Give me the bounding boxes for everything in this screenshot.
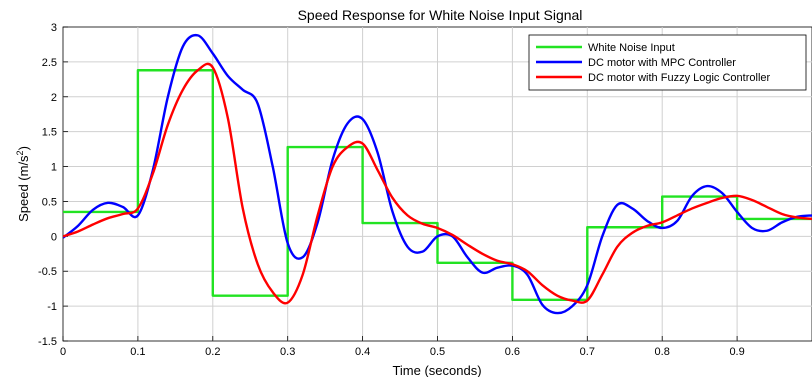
y-axis-label-superscript: 2 [15, 150, 25, 155]
x-tick-label: 0.9 [729, 346, 744, 358]
x-tick-label: 0.7 [580, 346, 595, 358]
x-tick-label: 0.5 [430, 346, 445, 358]
series-line-1 [63, 33, 812, 315]
y-tick-label: -1 [47, 301, 57, 313]
legend-label-1: DC motor with MPC Controller [588, 57, 736, 69]
y-tick-label: 0 [51, 231, 57, 243]
y-ticks: -1.5 -1 -0.5 0 0.5 1 1.5 2 2.5 3 [38, 22, 68, 348]
series-group [63, 33, 812, 315]
x-tick-label: 0.4 [355, 346, 370, 358]
x-tick-label: 0.2 [205, 346, 220, 358]
legend-label-2: DC motor with Fuzzy Logic Controller [588, 72, 771, 84]
x-ticks: 0 0.1 0.2 0.3 0.4 0.5 0.6 0.7 0.8 0.9 [60, 336, 745, 358]
y-tick-label: 2 [51, 92, 57, 104]
y-tick-label: -1.5 [38, 336, 57, 348]
series-line-2 [63, 62, 812, 305]
x-tick-label: 0.8 [655, 346, 670, 358]
x-axis-label: Time (seconds) [392, 363, 481, 377]
y-axis-label-close: ) [16, 146, 31, 150]
y-tick-label: 2.5 [42, 57, 57, 69]
legend-label-0: White Noise Input [588, 42, 675, 54]
y-tick-label: 0.5 [42, 196, 57, 208]
x-tick-label: 0.3 [280, 346, 295, 358]
series-line-0 [63, 69, 812, 302]
y-axis-label: Speed (m/s2) [15, 146, 31, 222]
x-tick-label: 0 [60, 346, 66, 358]
x-tick-label: 0.6 [505, 346, 520, 358]
y-tick-label: 3 [51, 22, 57, 34]
y-tick-label: -0.5 [38, 266, 57, 278]
x-tick-label: 0.1 [130, 346, 145, 358]
chart-title: Speed Response for White Noise Input Sig… [298, 7, 583, 23]
legend: White Noise Input DC motor with MPC Contr… [528, 34, 807, 91]
y-axis-label-main: Speed (m/s [16, 155, 31, 222]
y-tick-label: 1.5 [42, 127, 57, 139]
y-tick-label: 1 [51, 162, 57, 174]
